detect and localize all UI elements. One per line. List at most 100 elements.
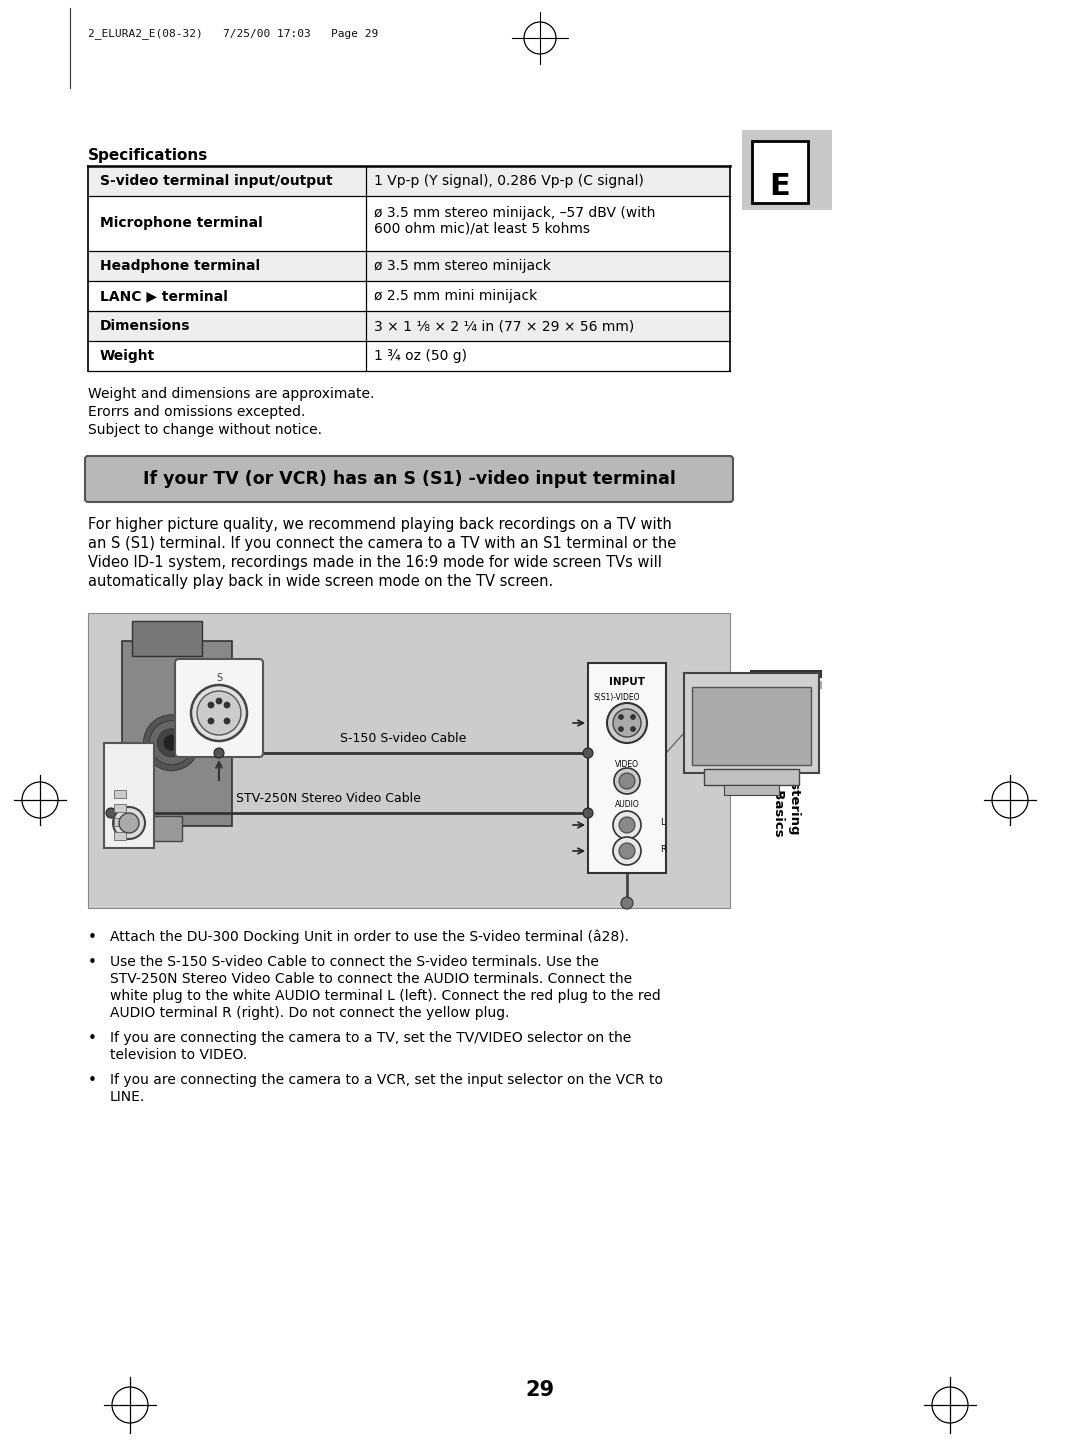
Bar [704,769,799,785]
Text: If your TV (or VCR) has an S (S1) -video input terminal: If your TV (or VCR) has an S (S1) -video… [143,470,675,488]
Bar [742,130,832,211]
Text: E: E [770,172,791,201]
Text: Use the S-150 S-video Cable to connect the S-video terminals. Use the: Use the S-150 S-video Cable to connect t… [110,955,599,970]
Circle shape [224,701,230,709]
Circle shape [119,812,139,833]
Circle shape [113,807,145,838]
Circle shape [583,747,593,758]
Text: LANC ▶ terminal: LANC ▶ terminal [100,289,228,303]
Text: Attach the DU-300 Docking Unit in order to use the S-video terminal (â28).: Attach the DU-300 Docking Unit in order … [110,929,629,945]
Text: Video ID-1 system, recordings made in the 16:9 mode for wide screen TVs will: Video ID-1 system, recordings made in th… [87,556,662,570]
Circle shape [144,714,200,771]
Text: Weight and dimensions are approximate.: Weight and dimensions are approximate. [87,387,375,401]
Circle shape [583,808,593,818]
Text: AUDIO terminal R (right). Do not connect the yellow plug.: AUDIO terminal R (right). Do not connect… [110,1006,510,1020]
Circle shape [208,719,214,724]
Text: L: L [660,818,664,827]
Circle shape [615,768,640,794]
Bar [692,687,811,765]
Bar [724,785,779,795]
Text: LINE.: LINE. [110,1089,145,1104]
Bar [87,341,730,371]
Bar [132,815,183,841]
Text: ø 3.5 mm stereo minijack: ø 3.5 mm stereo minijack [374,258,551,273]
Circle shape [224,719,230,724]
Text: S: S [216,672,222,683]
Text: AUDIO: AUDIO [615,799,639,810]
Text: S(S1)-VIDEO: S(S1)-VIDEO [593,693,639,701]
Circle shape [197,691,241,734]
Circle shape [214,747,224,758]
Circle shape [158,729,186,756]
Circle shape [191,685,247,742]
Bar [684,672,819,773]
Circle shape [613,709,642,737]
Text: Dimensions: Dimensions [100,319,190,333]
Bar [87,196,730,251]
Text: For higher picture quality, we recommend playing back recordings on a TV with: For higher picture quality, we recommend… [87,517,672,532]
Bar [114,818,126,825]
Text: automatically play back in wide screen mode on the TV screen.: automatically play back in wide screen m… [87,574,553,589]
Circle shape [613,811,642,838]
Circle shape [621,898,633,909]
Text: INPUT: INPUT [609,677,645,687]
Text: Subject to change without notice.: Subject to change without notice. [87,423,322,437]
Text: 600 ohm mic)/at least 5 kohms: 600 ohm mic)/at least 5 kohms [374,222,590,237]
Circle shape [208,701,214,709]
Text: ø 2.5 mm mini minijack: ø 2.5 mm mini minijack [374,289,537,303]
Text: 3 × 1 ¹⁄₈ × 2 ¹⁄₄ in (77 × 29 × 56 mm): 3 × 1 ¹⁄₈ × 2 ¹⁄₄ in (77 × 29 × 56 mm) [374,319,634,333]
Text: Headphone terminal: Headphone terminal [100,258,260,273]
Text: S-video terminal input/output: S-video terminal input/output [100,175,333,188]
FancyBboxPatch shape [85,456,733,502]
Text: •: • [87,1074,97,1088]
Bar [104,743,154,848]
Bar [87,613,730,908]
Bar [122,641,232,825]
Text: Mastering
the Basics: Mastering the Basics [772,760,800,837]
Text: 1 Vp-p (Y signal), 0.286 Vp-p (C signal): 1 Vp-p (Y signal), 0.286 Vp-p (C signal) [374,175,644,188]
Text: Specifications: Specifications [87,149,208,163]
Bar [750,670,822,678]
Text: If you are connecting the camera to a VCR, set the input selector on the VCR to: If you are connecting the camera to a VC… [110,1074,663,1087]
Bar [114,789,126,798]
Bar [114,804,126,812]
Circle shape [607,703,647,743]
Circle shape [613,837,642,864]
Text: 1 ¾ oz (50 g): 1 ¾ oz (50 g) [374,349,467,364]
Text: STV-250N Stereo Video Cable: STV-250N Stereo Video Cable [237,792,421,805]
Text: ø 3.5 mm stereo minijack, –57 dBV (with: ø 3.5 mm stereo minijack, –57 dBV (with [374,206,656,219]
Bar [114,833,126,840]
Bar [752,141,808,203]
Circle shape [619,726,623,732]
Text: white plug to the white AUDIO terminal L (left). Connect the red plug to the red: white plug to the white AUDIO terminal L… [110,988,661,1003]
Text: 2_ELURA2_E(08-32)   7/25/00 17:03   Page 29: 2_ELURA2_E(08-32) 7/25/00 17:03 Page 29 [87,27,378,39]
Text: an S (S1) terminal. If you connect the camera to a TV with an S1 terminal or the: an S (S1) terminal. If you connect the c… [87,535,676,551]
Circle shape [149,720,193,765]
Circle shape [619,773,635,789]
Text: Erorrs and omissions excepted.: Erorrs and omissions excepted. [87,405,306,418]
Bar [87,166,730,196]
Circle shape [619,817,635,833]
Circle shape [619,714,623,720]
Text: 29: 29 [526,1380,554,1400]
Bar [132,620,202,657]
Bar [87,281,730,312]
Circle shape [631,726,635,732]
Text: Weight: Weight [100,349,156,364]
Bar [750,681,822,688]
Text: R: R [660,846,666,854]
Bar [87,312,730,341]
Text: •: • [87,955,97,970]
Text: If you are connecting the camera to a TV, set the TV/VIDEO selector on the: If you are connecting the camera to a TV… [110,1030,631,1045]
Text: television to VIDEO.: television to VIDEO. [110,1048,247,1062]
Bar [87,251,730,281]
Bar [588,662,666,873]
Circle shape [106,808,116,818]
Text: Microphone terminal: Microphone terminal [100,216,262,231]
Circle shape [163,734,179,750]
Text: •: • [87,1030,97,1046]
Text: VIDEO: VIDEO [615,760,639,769]
FancyBboxPatch shape [175,659,264,758]
Circle shape [619,843,635,859]
Text: S-150 S-video Cable: S-150 S-video Cable [340,732,467,745]
